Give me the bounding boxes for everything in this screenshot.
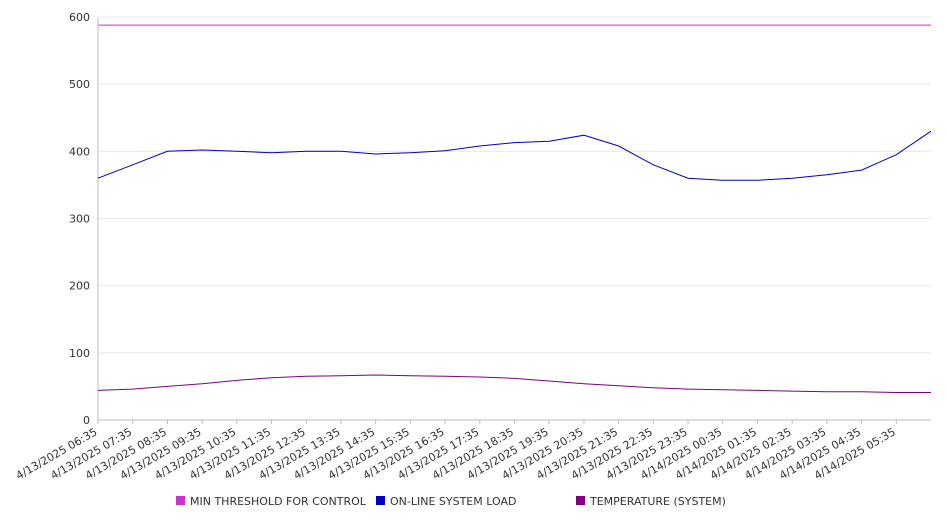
- y-tick-label: 500: [69, 78, 90, 91]
- y-tick-label: 400: [69, 145, 90, 158]
- y-tick-label: 100: [69, 347, 90, 360]
- y-tick-label: 600: [69, 11, 90, 24]
- legend: MIN THRESHOLD FOR CONTROL ON-LINE SYSTEM …: [176, 495, 726, 508]
- legend-label: ON-LINE SYSTEM LOAD: [390, 495, 516, 508]
- series-lines: [97, 24, 932, 393]
- legend-swatch: [376, 496, 385, 505]
- y-tick-label: 0: [83, 414, 90, 427]
- y-tick-label: 300: [69, 213, 90, 226]
- legend-label: TEMPERATURE (SYSTEM): [589, 495, 726, 508]
- legend-label: MIN THRESHOLD FOR CONTROL: [190, 495, 367, 508]
- x-axis-ticks: 4/13/2025 06:354/13/2025 07:354/13/2025 …: [14, 420, 898, 482]
- series-line-temperature-system: [97, 374, 931, 393]
- series-line-on-line-system-load: [97, 130, 932, 181]
- y-axis-ticks: 0 100 200 300 400 500 600: [69, 11, 90, 427]
- grid: [98, 16, 931, 354]
- legend-swatch: [576, 496, 585, 505]
- legend-swatch: [176, 496, 185, 505]
- y-tick-label: 200: [69, 280, 90, 293]
